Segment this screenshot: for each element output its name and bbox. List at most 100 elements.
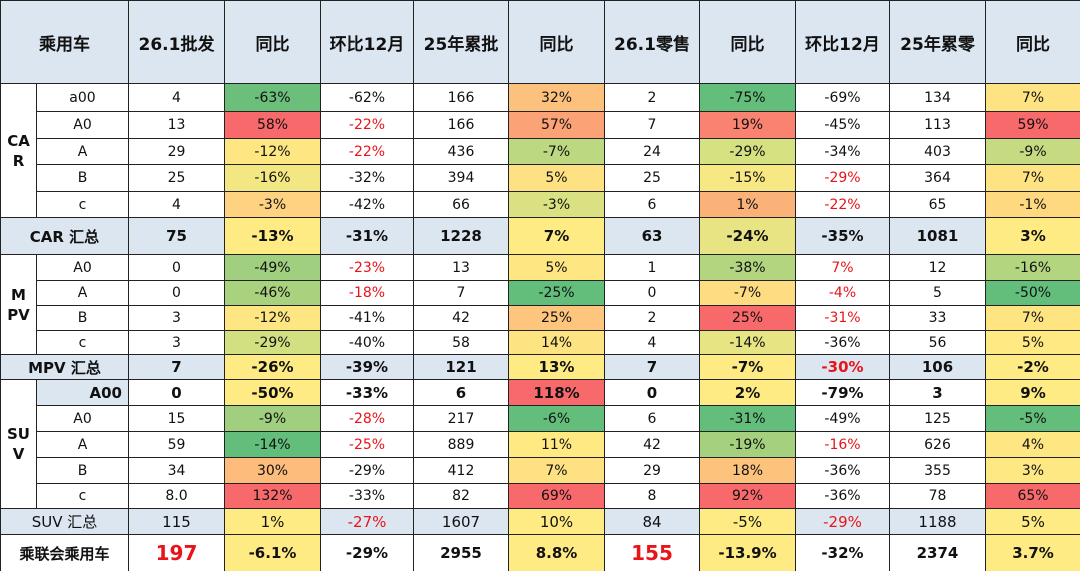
value-cell: 13 xyxy=(128,111,225,139)
value-cell: -49% xyxy=(795,405,890,432)
value-cell: -31% xyxy=(320,217,414,255)
sub-category: A xyxy=(36,138,129,165)
data-row: A 59 -14% -25% 889 11% 42 -19% -16% 626 4% xyxy=(1,431,1080,458)
data-row: B 25 -16% -32% 394 5% 25 -15% -29% 364 7% xyxy=(1,164,1080,192)
header-cell: 25年累零 xyxy=(889,0,986,84)
value-cell: -62% xyxy=(320,83,414,112)
value-cell: -18% xyxy=(320,280,414,306)
value-cell: 106 xyxy=(889,354,986,380)
value-cell: 4% xyxy=(985,431,1080,458)
value-cell: 1228 xyxy=(413,217,509,255)
value-cell: -7% xyxy=(699,280,796,306)
value-cell: -1% xyxy=(985,191,1080,218)
value-cell: 436 xyxy=(413,138,509,165)
value-cell: -4% xyxy=(795,280,890,306)
value-cell: -9% xyxy=(224,405,321,432)
value-cell: 10% xyxy=(508,508,605,535)
value-cell: 7% xyxy=(508,457,605,484)
value-cell: -22% xyxy=(320,138,414,165)
value-cell: 6 xyxy=(413,379,509,406)
value-cell: 4 xyxy=(128,191,225,218)
value-cell: -3% xyxy=(224,191,321,218)
value-cell: 217 xyxy=(413,405,509,432)
value-cell: -39% xyxy=(320,354,414,380)
value-cell: 42 xyxy=(604,431,700,458)
value-cell: 13 xyxy=(413,254,509,281)
group-label: CAR xyxy=(0,83,37,218)
value-cell: 197 xyxy=(128,534,225,571)
value-cell: 30% xyxy=(224,457,321,484)
value-cell: 1188 xyxy=(889,508,986,535)
value-cell: -29% xyxy=(320,457,414,484)
value-cell: 7 xyxy=(128,354,225,380)
data-row: MPV A0 0 -49% -23% 13 5% 1 -38% 7% 12 -16% xyxy=(0,254,1080,355)
value-cell: -36% xyxy=(795,330,890,355)
header-cell: 26.1零售 xyxy=(604,0,700,84)
value-cell: -29% xyxy=(699,138,796,165)
value-cell: -16% xyxy=(224,164,321,192)
value-cell: 57% xyxy=(508,111,605,139)
value-cell: 132% xyxy=(224,483,321,509)
value-cell: -24% xyxy=(699,217,796,255)
sub-category: A xyxy=(36,280,129,306)
group-label: SUV xyxy=(0,379,37,509)
value-cell: -29% xyxy=(795,164,890,192)
value-cell: 13% xyxy=(508,354,605,380)
value-cell: 6 xyxy=(604,191,700,218)
value-cell: 8.0 xyxy=(128,483,225,509)
value-cell: 65 xyxy=(889,191,986,218)
header-cell: 同比 xyxy=(224,0,321,84)
row-label: MPV 汇总 xyxy=(0,354,129,380)
value-cell: -50% xyxy=(985,280,1080,306)
value-cell: 0 xyxy=(128,280,225,306)
value-cell: 1081 xyxy=(889,217,986,255)
header-cell: 环比12月 xyxy=(795,0,890,84)
value-cell: -50% xyxy=(224,379,321,406)
value-cell: 403 xyxy=(889,138,986,165)
value-cell: -3% xyxy=(508,191,605,218)
value-cell: -75% xyxy=(699,83,796,112)
value-cell: 1 xyxy=(604,254,700,281)
row-label: CAR 汇总 xyxy=(0,217,129,255)
value-cell: -25% xyxy=(508,280,605,306)
value-cell: 626 xyxy=(889,431,986,458)
value-cell: 34 xyxy=(128,457,225,484)
data-row: c 3 -29% -40% 58 14% 4 -14% -36% 56 5% xyxy=(1,330,1080,355)
value-cell: 59 xyxy=(128,431,225,458)
value-cell: 3 xyxy=(889,379,986,406)
value-cell: 2 xyxy=(604,83,700,112)
sub-category: c xyxy=(36,191,129,218)
value-cell: 3% xyxy=(985,457,1080,484)
value-cell: 14% xyxy=(508,330,605,355)
row-label: SUV 汇总 xyxy=(0,508,129,535)
value-cell: -38% xyxy=(699,254,796,281)
value-cell: 29 xyxy=(604,457,700,484)
value-cell: 11% xyxy=(508,431,605,458)
value-cell: -30% xyxy=(795,354,890,380)
value-cell: 7% xyxy=(508,217,605,255)
header-cell: 25年累批 xyxy=(413,0,509,84)
value-cell: -69% xyxy=(795,83,890,112)
value-cell: -33% xyxy=(320,483,414,509)
value-cell: -32% xyxy=(320,164,414,192)
value-cell: 134 xyxy=(889,83,986,112)
value-cell: 7% xyxy=(795,254,890,281)
value-cell: -7% xyxy=(508,138,605,165)
value-cell: -63% xyxy=(224,83,321,112)
value-cell: 7% xyxy=(985,83,1080,112)
sub-category: c xyxy=(36,483,129,509)
value-cell: 65% xyxy=(985,483,1080,509)
value-cell: 364 xyxy=(889,164,986,192)
value-cell: -29% xyxy=(320,534,414,571)
value-cell: 18% xyxy=(699,457,796,484)
value-cell: 1607 xyxy=(413,508,509,535)
value-cell: 25% xyxy=(508,305,605,331)
value-cell: 15 xyxy=(128,405,225,432)
value-cell: -7% xyxy=(699,354,796,380)
value-cell: -9% xyxy=(985,138,1080,165)
value-cell: 412 xyxy=(413,457,509,484)
value-cell: -79% xyxy=(795,379,890,406)
value-cell: -22% xyxy=(795,191,890,218)
value-cell: 3% xyxy=(985,217,1080,255)
